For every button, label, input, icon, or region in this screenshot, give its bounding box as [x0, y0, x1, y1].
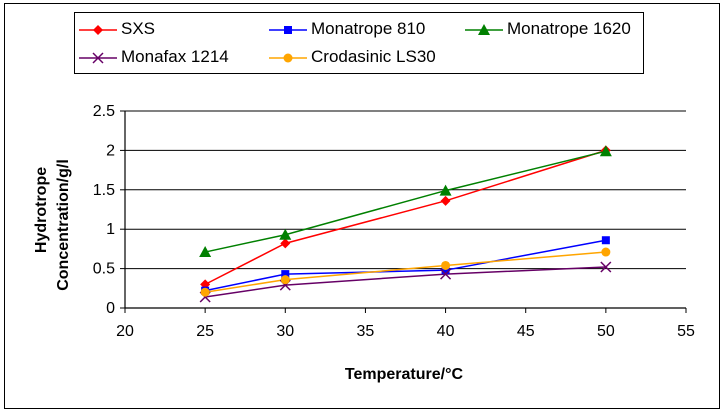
y-axis-title-line-1: Hydrotrope: [33, 167, 50, 253]
y-axis-title-line-2: Concentration/g/l: [55, 159, 72, 291]
axes: [120, 110, 687, 313]
data-point-sxs: [440, 195, 451, 206]
tick-labels: 0 0.5 1 1.5 2 2.5 20 25 30 35 40 45 50 55: [93, 103, 695, 340]
series-line-monatrope-1620: [204, 150, 607, 253]
x-tick-label: 55: [677, 323, 695, 340]
x-tick-label: 30: [276, 323, 294, 340]
data-point-sxs: [280, 238, 291, 249]
data-point-monatrope-1620: [599, 145, 612, 157]
y-tick-label: 2.5: [93, 103, 115, 120]
series-markers: [199, 145, 612, 303]
x-tick-label: 40: [437, 323, 455, 340]
legend-label: SXS: [121, 19, 156, 38]
data-point-crodasinic-ls30: [200, 287, 210, 297]
series-lines: [204, 149, 607, 298]
data-point-monatrope-810: [281, 270, 290, 279]
legend-label: Monatrope 1620: [507, 19, 631, 38]
data-point-crodasinic-ls30: [280, 275, 290, 285]
y-tick-label: 0.5: [93, 261, 115, 278]
data-point-monatrope-810: [601, 236, 610, 245]
y-tick-label: 2: [106, 142, 115, 159]
data-point-crodasinic-ls30: [441, 260, 451, 270]
series-line-crodasinic-ls30: [205, 251, 606, 293]
data-point-monatrope-1620: [199, 246, 212, 258]
x-tick-label: 50: [597, 323, 615, 340]
chart-legend: SXS Monatrope 810 Monatrope 1620 Monafax…: [74, 12, 644, 74]
legend-marker-circle: [269, 53, 307, 63]
x-tick-label: 20: [116, 323, 134, 340]
x-tick-label: 35: [357, 323, 375, 340]
data-point-monatrope-1620: [279, 228, 292, 240]
data-point-monafax-1214: [440, 268, 452, 280]
legend-marker-triangle: [465, 24, 503, 35]
legend-marker-x: [79, 52, 117, 64]
x-tick-label: 25: [196, 323, 214, 340]
series-line-sxs: [204, 149, 607, 286]
series-line-monafax-1214: [205, 266, 606, 298]
y-tick-label: 1.5: [93, 182, 115, 199]
x-axis-title: Temperature/°C: [345, 366, 464, 383]
gridlines: [125, 110, 686, 270]
legend-label: Monatrope 810: [311, 19, 426, 38]
data-point-monafax-1214: [600, 261, 612, 273]
data-point-monatrope-810: [441, 266, 450, 275]
y-tick-label: 1: [106, 221, 115, 238]
legend-marker-diamond: [79, 25, 117, 35]
legend-marker-square: [269, 26, 307, 34]
legend-label: Monafax 1214: [121, 47, 229, 66]
data-point-crodasinic-ls30: [601, 247, 611, 257]
legend-label: Crodasinic LS30: [311, 47, 436, 66]
x-tick-label: 45: [517, 323, 535, 340]
y-tick-label: 0: [106, 300, 115, 317]
data-point-monatrope-1620: [439, 184, 452, 196]
